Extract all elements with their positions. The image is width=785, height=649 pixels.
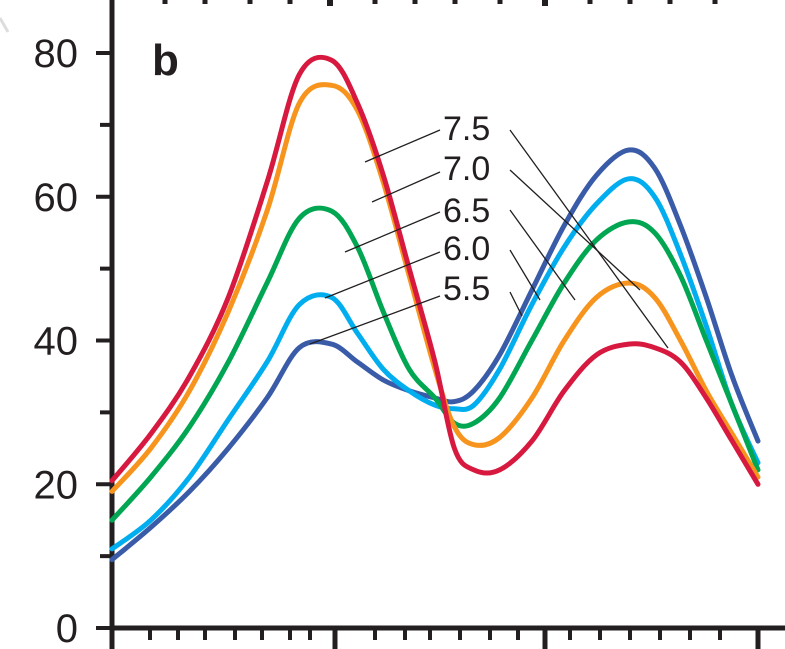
leader-line (309, 295, 441, 345)
leader-line (364, 129, 441, 163)
y-tick-label: 20 (34, 463, 79, 507)
series-line-6-0 (109, 176, 761, 552)
y-tick-label: 80 (34, 32, 79, 76)
y-tick-label: 0 (56, 607, 78, 649)
series-label-6-0: 6.0 (443, 230, 490, 268)
series-line-5-5 (109, 147, 761, 563)
series-labels: 7.57.0 6.56.05.5 (443, 110, 490, 308)
label-leader-lines (309, 129, 669, 349)
leader-line (509, 169, 641, 291)
leader-line (509, 129, 669, 349)
leader-line (509, 209, 576, 301)
y-ticks: 0 20 40 60 80 (34, 32, 112, 649)
series-label-7-0: 7.0 (443, 150, 490, 188)
y-tick-label: 40 (34, 320, 79, 364)
series-lines (109, 54, 761, 563)
corner-mark (0, 17, 10, 33)
leader-line (509, 291, 523, 317)
panel-label: b (152, 36, 179, 85)
leader-line (344, 211, 441, 253)
series-label-5-5: 5.5 (443, 270, 490, 308)
series-line-7-5 (109, 54, 761, 487)
series-line-7-0 (109, 82, 761, 494)
leader-line (324, 251, 441, 299)
series-label-7-5: 7.5 (443, 110, 490, 148)
leader-line (371, 171, 441, 203)
leader-line (509, 249, 541, 301)
y-tick-label: 60 (34, 176, 79, 220)
series-label-6-5: 6.5 (443, 192, 490, 230)
